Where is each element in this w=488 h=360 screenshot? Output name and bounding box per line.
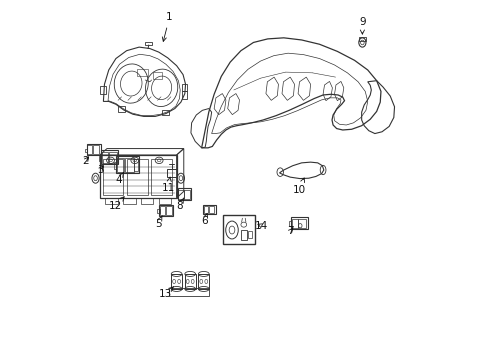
Text: 2: 2	[81, 157, 88, 166]
Bar	[290, 217, 307, 229]
Bar	[241, 230, 247, 240]
Bar	[153, 72, 162, 78]
Bar	[157, 209, 160, 213]
Bar	[93, 145, 99, 154]
Text: 10: 10	[292, 178, 305, 195]
Bar	[123, 198, 135, 204]
Bar	[182, 91, 187, 99]
Bar	[159, 205, 173, 216]
Bar	[176, 192, 178, 196]
Bar	[203, 204, 215, 214]
Bar	[162, 110, 169, 115]
Bar	[288, 221, 291, 226]
Bar	[99, 156, 101, 161]
Bar	[114, 162, 116, 168]
Text: 5: 5	[154, 216, 162, 229]
Bar	[184, 274, 195, 289]
Bar	[86, 144, 101, 155]
Bar	[100, 86, 105, 94]
Bar	[171, 274, 182, 289]
Text: 3: 3	[97, 165, 103, 175]
Bar	[159, 198, 171, 204]
Bar	[145, 42, 151, 45]
Bar	[127, 159, 147, 195]
Text: 9: 9	[358, 17, 365, 34]
Text: 12: 12	[109, 197, 124, 211]
Bar	[178, 190, 183, 199]
Bar	[134, 159, 138, 171]
Text: 4: 4	[115, 172, 123, 185]
Bar	[291, 219, 297, 228]
Bar	[116, 156, 139, 173]
Bar	[247, 231, 252, 238]
Bar	[165, 206, 171, 215]
Text: 13: 13	[158, 287, 173, 299]
Bar	[100, 155, 176, 198]
Bar	[169, 288, 208, 296]
Bar	[116, 158, 124, 172]
Bar	[182, 84, 187, 91]
Bar	[87, 145, 92, 154]
Bar	[358, 37, 365, 41]
Bar	[118, 106, 124, 112]
Text: 6: 6	[201, 213, 207, 226]
Bar	[209, 206, 214, 213]
Bar	[166, 169, 176, 177]
Text: 14: 14	[255, 221, 268, 231]
Bar	[125, 158, 134, 172]
Bar	[160, 206, 165, 215]
Bar	[223, 215, 255, 244]
Bar	[105, 198, 118, 204]
Bar	[198, 274, 209, 289]
Text: 1: 1	[162, 13, 172, 41]
Bar	[102, 159, 123, 195]
Bar	[203, 206, 208, 213]
Text: 8: 8	[176, 198, 183, 211]
Bar	[101, 150, 118, 164]
Text: 11: 11	[161, 177, 174, 193]
Bar	[108, 152, 116, 163]
Bar	[84, 149, 87, 152]
Bar	[177, 188, 191, 200]
Text: 7: 7	[286, 226, 293, 237]
Bar	[184, 190, 189, 199]
Bar	[151, 159, 172, 195]
Bar	[137, 69, 148, 76]
Bar	[102, 152, 108, 163]
Bar	[298, 219, 305, 228]
Bar	[141, 198, 153, 204]
